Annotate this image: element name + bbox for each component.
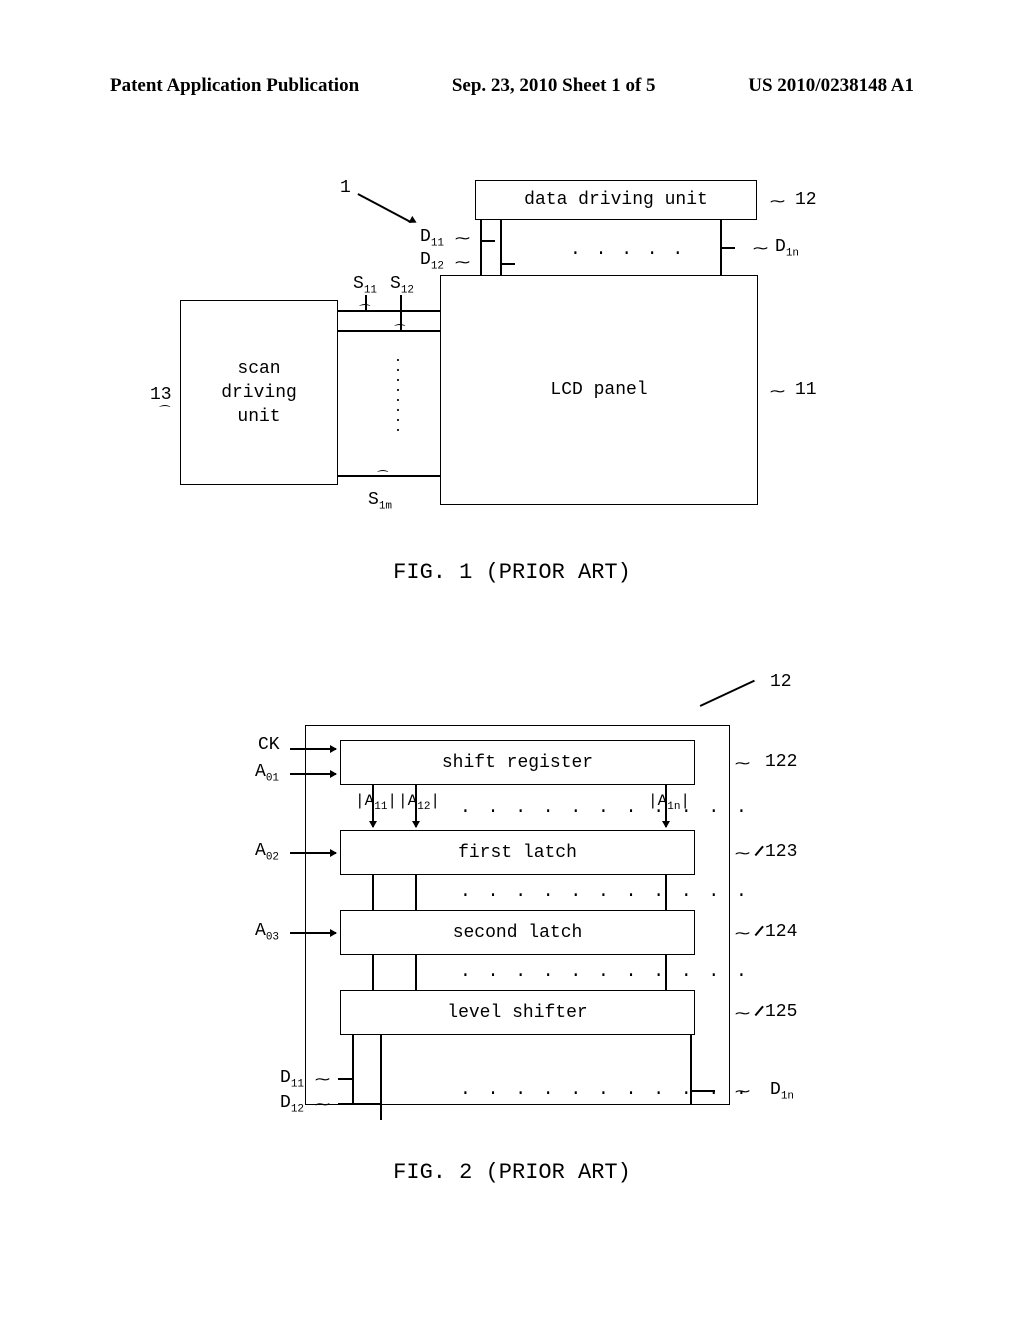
level-shifter-label: level shifter <box>447 1003 587 1023</box>
first-latch-label: first latch <box>458 843 577 863</box>
header-right: US 2010/0238148 A1 <box>748 75 914 97</box>
fig2-d11-label: D11 <box>280 1068 304 1091</box>
c1-1 <box>372 875 374 910</box>
ref-124-tilde: ⁓ <box>735 924 750 943</box>
ref-1-leader-arrowhead <box>409 216 419 226</box>
a01-arrow <box>290 773 336 775</box>
d11-out-h <box>338 1078 352 1080</box>
fig2-d1n-label: D1n <box>770 1080 794 1103</box>
ref-11-tilde: ⁓ <box>770 382 785 401</box>
data-driving-unit-label: data driving unit <box>524 190 708 210</box>
a02-arrow <box>290 852 336 854</box>
ref-12-label: 12 <box>795 190 817 210</box>
d11-tilde: ⁓ <box>455 229 470 248</box>
d12-h <box>500 263 515 265</box>
ref-123-slash <box>755 846 764 856</box>
figure-2: 12 shift register 122 ⁓ first latch 123 … <box>0 680 1024 1240</box>
fig2-caption: FIG. 2 (PRIOR ART) <box>0 1160 1024 1185</box>
level-shifter-box: level shifter <box>340 990 695 1035</box>
ck-label: CK <box>258 735 280 755</box>
ref-13-paren: ⁀ <box>160 405 170 420</box>
c1-2 <box>415 875 417 910</box>
fig2-ref-12-label: 12 <box>770 672 792 692</box>
latch23-dots: . . . . . . . . . . . <box>460 962 750 982</box>
c2-1 <box>372 955 374 990</box>
a02-label: A02 <box>255 841 279 864</box>
fig2-d11-tilde: ⁓ <box>315 1070 330 1089</box>
s11-paren: ⁀ <box>360 304 370 319</box>
ref-12-leader <box>700 680 755 707</box>
d-dots: . . . . . <box>570 240 685 260</box>
s11-tick <box>338 310 440 312</box>
fig2-d12-tilde: ⁓ <box>315 1095 330 1114</box>
second-latch-box: second latch <box>340 910 695 955</box>
d11-tick <box>480 220 482 275</box>
s-vdots: ········ <box>395 355 401 435</box>
ref-125-label: 125 <box>765 1002 797 1022</box>
page-header: Patent Application Publication Sep. 23, … <box>0 75 1024 97</box>
ref-123-label: 123 <box>765 842 797 862</box>
ck-arrow <box>290 748 336 750</box>
scan-driving-unit-box: scan driving unit <box>180 300 338 485</box>
ref-122-tilde: ⁓ <box>735 754 750 773</box>
fig2-d12-label: D12 <box>280 1093 304 1116</box>
ref-122-label: 122 <box>765 752 797 772</box>
s12-tick <box>338 330 440 332</box>
ref-123-tilde: ⁓ <box>735 844 750 863</box>
ref-1-leader <box>358 193 412 222</box>
s11-label: S11 <box>353 274 377 297</box>
ref-12-tilde: ⁓ <box>770 192 785 211</box>
d12-out-h <box>338 1103 380 1105</box>
data-driving-unit-box: data driving unit <box>475 180 757 220</box>
a01-label: A01 <box>255 762 279 785</box>
a03-label: A03 <box>255 921 279 944</box>
a11-label: |A11| <box>355 792 397 813</box>
s12-paren: ⁀ <box>395 324 405 339</box>
d12-tick <box>500 220 502 275</box>
c2-2 <box>415 955 417 990</box>
d11-out <box>352 1035 354 1105</box>
out-dots: . . . . . . . . . . . <box>460 1080 750 1100</box>
ref-13-label: 13 <box>150 385 172 405</box>
ref-11-label: 11 <box>795 380 817 400</box>
lcd-panel-label: LCD panel <box>550 380 647 400</box>
fig1-caption: FIG. 1 (PRIOR ART) <box>0 560 1024 585</box>
s1m-paren: ⁀ <box>378 470 388 485</box>
scan-driving-unit-label: scan driving unit <box>221 357 297 429</box>
a12-label: |A12| <box>398 792 440 813</box>
d1n-h <box>720 247 735 249</box>
s1m-label: S1m <box>368 490 392 513</box>
lcd-panel-box: LCD panel <box>440 275 758 505</box>
figure-1: data driving unit scan driving unit LCD … <box>0 170 1024 620</box>
fig2-d1n-tilde: ⁓ <box>735 1082 750 1101</box>
a03-arrow <box>290 932 336 934</box>
s1m-tick <box>338 475 440 477</box>
latch12-dots: . . . . . . . . . . . <box>460 882 750 902</box>
d11-h <box>480 240 495 242</box>
a-dots: . . . . . . . . . . . <box>460 798 750 818</box>
ref-125-tilde: ⁓ <box>735 1004 750 1023</box>
ref-1-label: 1 <box>340 178 351 198</box>
d1n-tilde: ⁓ <box>753 239 768 258</box>
ref-124-slash <box>755 926 764 936</box>
first-latch-box: first latch <box>340 830 695 875</box>
shift-register-label: shift register <box>442 753 593 773</box>
second-latch-label: second latch <box>453 923 583 943</box>
shift-register-box: shift register <box>340 740 695 785</box>
s12-label: S12 <box>390 274 414 297</box>
d12-out <box>380 1035 382 1120</box>
ref-125-slash <box>755 1006 764 1016</box>
header-center: Sep. 23, 2010 Sheet 1 of 5 <box>452 75 656 97</box>
d12-label: D12 <box>420 250 444 273</box>
d12-tilde: ⁓ <box>455 253 470 272</box>
header-left: Patent Application Publication <box>110 75 359 97</box>
d11-label: D11 <box>420 227 444 250</box>
ref-124-label: 124 <box>765 922 797 942</box>
d1n-label: D1n <box>775 237 799 260</box>
